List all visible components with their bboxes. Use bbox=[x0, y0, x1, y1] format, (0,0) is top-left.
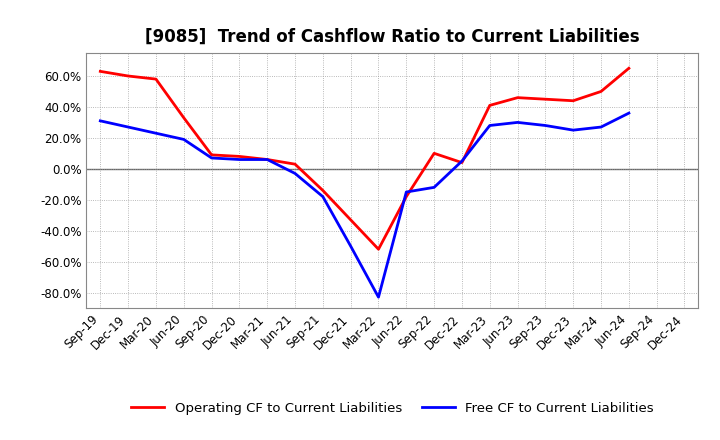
Free CF to Current Liabilities bbox=[485, 123, 494, 128]
Free CF to Current Liabilities bbox=[207, 155, 216, 161]
Free CF to Current Liabilities bbox=[597, 125, 606, 130]
Free CF to Current Liabilities bbox=[541, 123, 550, 128]
Free CF to Current Liabilities bbox=[263, 157, 271, 162]
Free CF to Current Liabilities bbox=[402, 189, 410, 194]
Operating CF to Current Liabilities bbox=[318, 188, 327, 193]
Free CF to Current Liabilities bbox=[235, 157, 243, 162]
Operating CF to Current Liabilities bbox=[179, 115, 188, 121]
Operating CF to Current Liabilities bbox=[541, 96, 550, 102]
Free CF to Current Liabilities bbox=[513, 120, 522, 125]
Free CF to Current Liabilities bbox=[430, 185, 438, 190]
Free CF to Current Liabilities bbox=[458, 158, 467, 164]
Operating CF to Current Liabilities bbox=[402, 194, 410, 199]
Operating CF to Current Liabilities bbox=[124, 73, 132, 79]
Operating CF to Current Liabilities bbox=[374, 246, 383, 252]
Operating CF to Current Liabilities bbox=[597, 89, 606, 94]
Operating CF to Current Liabilities bbox=[624, 66, 633, 71]
Free CF to Current Liabilities bbox=[291, 171, 300, 176]
Operating CF to Current Liabilities bbox=[291, 161, 300, 167]
Free CF to Current Liabilities bbox=[124, 125, 132, 130]
Free CF to Current Liabilities bbox=[346, 243, 355, 249]
Operating CF to Current Liabilities bbox=[346, 217, 355, 223]
Legend: Operating CF to Current Liabilities, Free CF to Current Liabilities: Operating CF to Current Liabilities, Fre… bbox=[126, 396, 659, 420]
Free CF to Current Liabilities bbox=[152, 131, 161, 136]
Operating CF to Current Liabilities bbox=[458, 160, 467, 165]
Operating CF to Current Liabilities bbox=[152, 77, 161, 82]
Line: Operating CF to Current Liabilities: Operating CF to Current Liabilities bbox=[100, 68, 629, 249]
Operating CF to Current Liabilities bbox=[485, 103, 494, 108]
Operating CF to Current Liabilities bbox=[513, 95, 522, 100]
Free CF to Current Liabilities bbox=[318, 194, 327, 199]
Operating CF to Current Liabilities bbox=[569, 98, 577, 103]
Free CF to Current Liabilities bbox=[179, 137, 188, 142]
Free CF to Current Liabilities bbox=[374, 294, 383, 300]
Free CF to Current Liabilities bbox=[569, 128, 577, 133]
Free CF to Current Liabilities bbox=[624, 110, 633, 116]
Free CF to Current Liabilities bbox=[96, 118, 104, 124]
Operating CF to Current Liabilities bbox=[207, 152, 216, 158]
Operating CF to Current Liabilities bbox=[235, 154, 243, 159]
Operating CF to Current Liabilities bbox=[430, 150, 438, 156]
Operating CF to Current Liabilities bbox=[96, 69, 104, 74]
Operating CF to Current Liabilities bbox=[263, 157, 271, 162]
Line: Free CF to Current Liabilities: Free CF to Current Liabilities bbox=[100, 113, 629, 297]
Title: [9085]  Trend of Cashflow Ratio to Current Liabilities: [9085] Trend of Cashflow Ratio to Curren… bbox=[145, 28, 639, 46]
